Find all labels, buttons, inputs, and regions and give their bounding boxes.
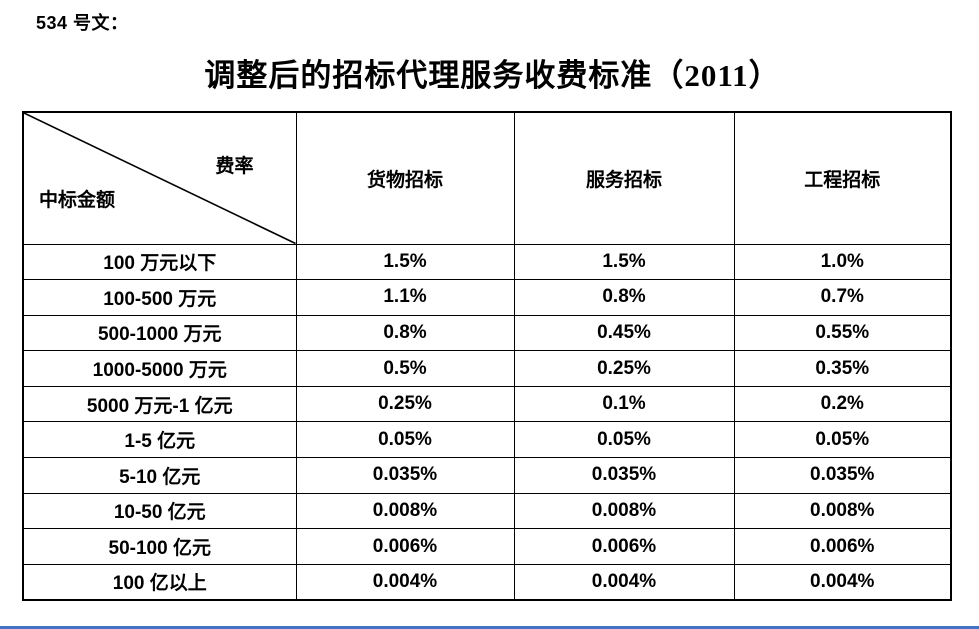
row-label: 10-50 亿元: [22, 492, 297, 530]
table-row: 50-100 亿元 0.006% 0.006% 0.006%: [22, 528, 952, 565]
rate-cell: 0.35%: [733, 350, 952, 387]
rate-cell: 0.55%: [733, 314, 952, 352]
table-row: 5000 万元-1 亿元 0.25% 0.1% 0.2%: [22, 385, 952, 423]
row-label: 100-500 万元: [22, 279, 297, 316]
rate-cell: 0.004%: [513, 563, 735, 601]
rate-cell: 0.035%: [295, 457, 515, 494]
row-label: 500-1000 万元: [22, 314, 297, 352]
rate-cell: 0.008%: [295, 492, 515, 530]
table-row: 1-5 亿元 0.05% 0.05% 0.05%: [22, 421, 952, 459]
table-row: 100 亿以上 0.004% 0.004% 0.004%: [22, 563, 952, 601]
rate-cell: 0.8%: [513, 279, 735, 316]
rate-cell: 1.0%: [733, 243, 952, 281]
rate-cell: 0.7%: [733, 279, 952, 316]
rate-cell: 0.035%: [733, 457, 952, 494]
fee-table: 费率 中标金额 货物招标 服务招标 工程招标 100 万元以下 1.5% 1.5…: [22, 111, 952, 601]
page-title: 调整后的招标代理服务收费标准（2011）: [204, 58, 781, 93]
rate-cell: 0.45%: [513, 314, 735, 352]
rate-cell: 0.25%: [295, 385, 515, 423]
rate-cell: 0.1%: [513, 385, 735, 423]
column-header-goods: 货物招标: [295, 111, 515, 245]
row-label: 50-100 亿元: [22, 528, 297, 565]
rate-cell: 1.1%: [295, 279, 515, 316]
table-row: 1000-5000 万元 0.5% 0.25% 0.35%: [22, 350, 952, 387]
rate-cell: 0.008%: [733, 492, 952, 530]
table-row: 100-500 万元 1.1% 0.8% 0.7%: [22, 279, 952, 316]
rate-cell: 0.2%: [733, 385, 952, 423]
rate-cell: 0.8%: [295, 314, 515, 352]
row-label: 1000-5000 万元: [22, 350, 297, 387]
table-row: 5-10 亿元 0.035% 0.035% 0.035%: [22, 457, 952, 494]
rate-cell: 0.5%: [295, 350, 515, 387]
corner-header-cell: 费率 中标金额: [22, 111, 297, 245]
diagonal-line: [24, 113, 296, 244]
rate-cell: 1.5%: [513, 243, 735, 281]
table-row: 100 万元以下 1.5% 1.5% 1.0%: [22, 243, 952, 281]
row-label: 5000 万元-1 亿元: [22, 385, 297, 423]
rate-cell: 0.006%: [295, 528, 515, 565]
rate-cell: 0.006%: [513, 528, 735, 565]
rate-cell: 0.004%: [733, 563, 952, 601]
rate-cell: 0.008%: [513, 492, 735, 530]
table-row: 500-1000 万元 0.8% 0.45% 0.55%: [22, 314, 952, 352]
rate-cell: 0.05%: [295, 421, 515, 459]
rate-cell: 0.006%: [733, 528, 952, 565]
header-row: 费率 中标金额 货物招标 服务招标 工程招标: [22, 111, 952, 245]
row-label: 1-5 亿元: [22, 421, 297, 459]
rate-cell: 0.035%: [513, 457, 735, 494]
row-label: 100 亿以上: [22, 563, 297, 601]
rate-cell: 0.05%: [733, 421, 952, 459]
bottom-divider-line: [0, 626, 979, 629]
rate-cell: 0.05%: [513, 421, 735, 459]
row-label: 100 万元以下: [22, 243, 297, 281]
table-row: 10-50 亿元 0.008% 0.008% 0.008%: [22, 492, 952, 530]
column-header-engineering: 工程招标: [733, 111, 952, 245]
corner-label-rate: 费率: [215, 156, 254, 177]
rate-cell: 1.5%: [295, 243, 515, 281]
doc-number-label: 534 号文：: [36, 13, 129, 33]
row-label: 5-10 亿元: [22, 457, 297, 494]
corner-label-amount: 中标金额: [39, 189, 116, 211]
rate-cell: 0.004%: [295, 563, 515, 601]
rate-cell: 0.25%: [513, 350, 735, 387]
column-header-services: 服务招标: [513, 111, 735, 245]
